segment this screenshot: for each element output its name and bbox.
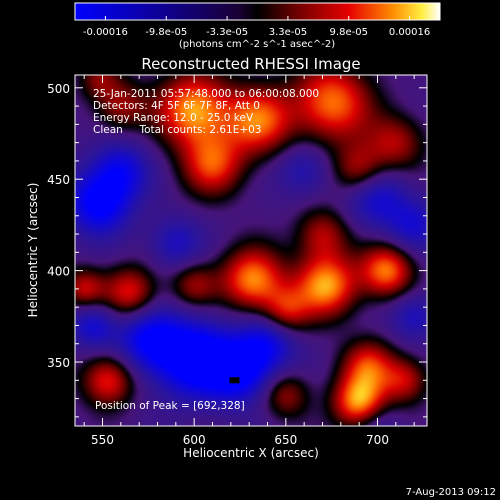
x-tick-label: 650 [274, 433, 297, 447]
y-tick-label: 400 [47, 265, 70, 279]
x-axis-label: Heliocentric X (arcsec) [183, 446, 319, 460]
annotation-clean-counts: Clean Total counts: 2.61E+03 [93, 124, 262, 136]
heatmap-image [75, 75, 427, 426]
colorbar-tick-label: -0.00016 [83, 27, 128, 38]
colorbar-tick-label: 3.3e-05 [269, 27, 307, 38]
axis-ticks: 550 600 650 700 350 400 450 500 [47, 75, 427, 447]
colorbar-gradient [74, 2, 441, 21]
x-tick-label: 700 [366, 433, 389, 447]
annotation-energy-range: Energy Range: 12.0 - 25.0 keV [93, 112, 254, 124]
x-tick-label: 600 [183, 433, 206, 447]
plot-frame [74, 74, 428, 427]
colorbar: -0.00016 -9.8e-05 -3.3e-05 3.3e-05 9.8e-05 0.… [74, 2, 441, 50]
y-tick-label: 500 [47, 82, 70, 96]
y-tick-label: 450 [47, 173, 70, 187]
y-axis-label: Heliocentric Y (arcsec) [26, 183, 40, 318]
footer-date: 7-Aug-2013 09:12 [406, 487, 496, 498]
annotation-time-range: 25-Jan-2011 05:57:48.000 to 06:00:08.000 [93, 88, 319, 100]
y-tick-label: 350 [47, 356, 70, 370]
peak-marker [229, 377, 240, 384]
peak-position-label: Position of Peak = [692,328] [95, 400, 245, 412]
colorbar-tick-label: 9.8e-05 [330, 27, 368, 38]
colorbar-tick-label: -9.8e-05 [145, 27, 187, 38]
colorbar-unit-label: (photons cm^-2 s^-1 asec^-2) [179, 39, 335, 50]
colorbar-ticks: -0.00016 -9.8e-05 -3.3e-05 3.3e-05 9.8e-05 0.… [83, 16, 430, 38]
colorbar-tick-label: -3.3e-05 [206, 27, 248, 38]
annotation-detectors: Detectors: 4F 5F 6F 7F 8F, Att 0 [93, 100, 260, 112]
info-annotations: 25-Jan-2011 05:57:48.000 to 06:00:08.000… [93, 88, 319, 412]
plot-area: 550 600 650 700 350 400 450 500 [47, 74, 428, 447]
colorbar-tick-label: 0.00016 [389, 27, 430, 38]
chart-title: Reconstructed RHESSI Image [141, 55, 360, 73]
x-tick-label: 550 [91, 433, 114, 447]
